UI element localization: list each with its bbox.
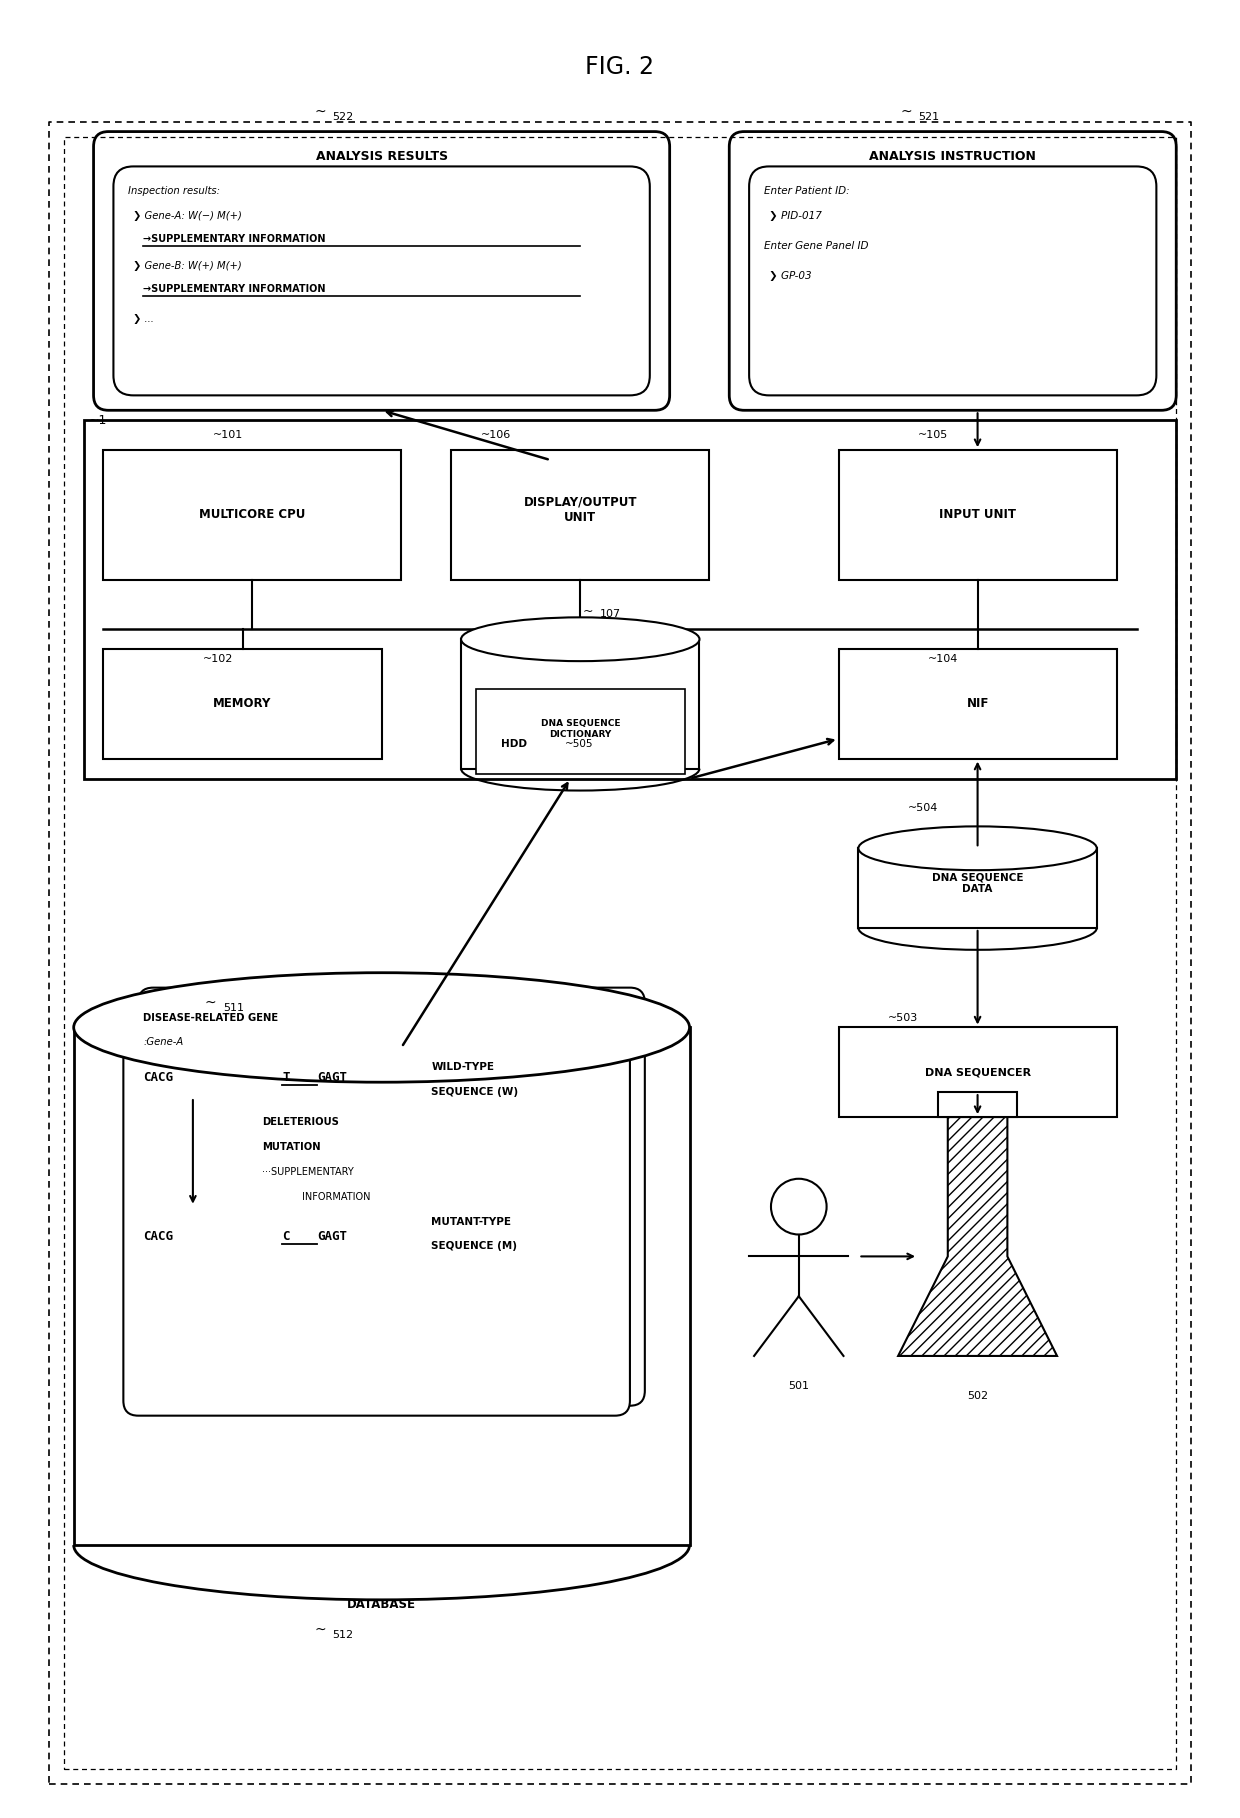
Text: Enter Gene Panel ID: Enter Gene Panel ID bbox=[764, 242, 868, 251]
Bar bbox=[858, 849, 1096, 927]
Text: INFORMATION: INFORMATION bbox=[303, 1191, 371, 1202]
FancyBboxPatch shape bbox=[749, 167, 1157, 395]
Text: GAGT: GAGT bbox=[317, 1231, 347, 1244]
Text: ~105: ~105 bbox=[918, 431, 949, 440]
Text: :Gene-A: :Gene-A bbox=[144, 1038, 184, 1047]
Text: ❯ Gene-B: W(+) M(+): ❯ Gene-B: W(+) M(+) bbox=[133, 262, 242, 271]
Text: CACG: CACG bbox=[144, 1071, 174, 1084]
Text: DELETERIOUS: DELETERIOUS bbox=[263, 1116, 340, 1127]
Circle shape bbox=[771, 1178, 827, 1234]
Text: 511: 511 bbox=[223, 1002, 244, 1013]
Text: DNA SEQUENCE
DICTIONARY: DNA SEQUENCE DICTIONARY bbox=[541, 720, 620, 738]
Text: ~504: ~504 bbox=[908, 804, 939, 813]
Text: ~102: ~102 bbox=[203, 654, 233, 664]
Text: Enter Patient ID:: Enter Patient ID: bbox=[764, 185, 849, 196]
Ellipse shape bbox=[73, 973, 689, 1082]
Text: ~: ~ bbox=[205, 996, 217, 1009]
Text: SEQUENCE (M): SEQUENCE (M) bbox=[432, 1242, 517, 1251]
Text: →SUPPLEMENTARY INFORMATION: →SUPPLEMENTARY INFORMATION bbox=[144, 235, 326, 244]
Ellipse shape bbox=[858, 827, 1096, 871]
Bar bbox=[83, 420, 1177, 778]
Text: DNA SEQUENCE
DATA: DNA SEQUENCE DATA bbox=[931, 873, 1023, 894]
Text: 107: 107 bbox=[600, 609, 621, 620]
Text: ANALYSIS RESULTS: ANALYSIS RESULTS bbox=[315, 149, 448, 164]
Text: ~503: ~503 bbox=[888, 1013, 919, 1022]
Bar bbox=[461, 640, 699, 769]
Bar bbox=[103, 451, 402, 580]
Polygon shape bbox=[898, 1116, 1056, 1356]
Text: MUTATION: MUTATION bbox=[263, 1142, 321, 1153]
Text: ~: ~ bbox=[583, 605, 594, 618]
FancyBboxPatch shape bbox=[123, 998, 630, 1416]
Text: HDD: HDD bbox=[501, 738, 527, 749]
Text: ~: ~ bbox=[900, 105, 911, 118]
Text: DISEASE-RELATED GENE: DISEASE-RELATED GENE bbox=[144, 1013, 278, 1022]
Text: DATABASE: DATABASE bbox=[347, 1598, 417, 1611]
Text: 522: 522 bbox=[332, 111, 353, 122]
Text: Inspection results:: Inspection results: bbox=[128, 185, 221, 196]
Text: ~505: ~505 bbox=[565, 738, 594, 749]
Text: 512: 512 bbox=[332, 1629, 353, 1640]
Text: →SUPPLEMENTARY INFORMATION: →SUPPLEMENTARY INFORMATION bbox=[144, 284, 326, 295]
Text: ~101: ~101 bbox=[213, 431, 243, 440]
FancyBboxPatch shape bbox=[93, 131, 670, 411]
Text: ANALYSIS INSTRUCTION: ANALYSIS INSTRUCTION bbox=[869, 149, 1037, 164]
Text: ···SUPPLEMENTARY: ···SUPPLEMENTARY bbox=[263, 1167, 355, 1176]
Text: MUTANT-TYPE: MUTANT-TYPE bbox=[432, 1216, 511, 1227]
Text: ~: ~ bbox=[314, 105, 326, 118]
Bar bbox=[451, 451, 709, 580]
Text: ❯ GP-03: ❯ GP-03 bbox=[769, 271, 812, 282]
Text: ~103: ~103 bbox=[560, 649, 590, 660]
Text: DISPLAY/OUTPUT
UNIT: DISPLAY/OUTPUT UNIT bbox=[523, 496, 637, 524]
Bar bbox=[838, 451, 1117, 580]
Text: ~106: ~106 bbox=[481, 431, 511, 440]
Text: ~: ~ bbox=[314, 1623, 326, 1636]
Ellipse shape bbox=[461, 618, 699, 662]
FancyBboxPatch shape bbox=[138, 987, 645, 1405]
Text: 521: 521 bbox=[918, 111, 939, 122]
Text: FIG. 2: FIG. 2 bbox=[585, 55, 655, 78]
Text: GAGT: GAGT bbox=[317, 1071, 347, 1084]
Bar bbox=[103, 649, 382, 758]
FancyBboxPatch shape bbox=[729, 131, 1177, 411]
Text: ~104: ~104 bbox=[928, 654, 959, 664]
Text: ❯ PID-017: ❯ PID-017 bbox=[769, 211, 822, 222]
Text: ~1: ~1 bbox=[88, 415, 107, 427]
Bar bbox=[838, 649, 1117, 758]
Bar bbox=[937, 1093, 1017, 1116]
Text: 501: 501 bbox=[789, 1382, 810, 1391]
Text: DNA SEQUENCER: DNA SEQUENCER bbox=[925, 1067, 1030, 1078]
Text: ❯ ...: ❯ ... bbox=[133, 315, 154, 324]
Text: MULTICORE CPU: MULTICORE CPU bbox=[200, 509, 306, 522]
Text: NIF: NIF bbox=[966, 698, 988, 711]
Text: SEQUENCE (W): SEQUENCE (W) bbox=[432, 1087, 518, 1096]
Text: MEMORY: MEMORY bbox=[213, 698, 272, 711]
Text: CACG: CACG bbox=[144, 1231, 174, 1244]
Text: ❯ Gene-A: W(−) M(+): ❯ Gene-A: W(−) M(+) bbox=[133, 211, 242, 222]
Bar bbox=[476, 689, 684, 774]
Text: WILD-TYPE: WILD-TYPE bbox=[432, 1062, 495, 1073]
Text: INPUT UNIT: INPUT UNIT bbox=[939, 509, 1016, 522]
Bar bbox=[838, 1027, 1117, 1116]
Text: 502: 502 bbox=[967, 1391, 988, 1400]
FancyBboxPatch shape bbox=[113, 167, 650, 395]
Text: T: T bbox=[283, 1071, 290, 1084]
Bar bbox=[73, 1027, 689, 1545]
Text: C: C bbox=[283, 1231, 290, 1244]
